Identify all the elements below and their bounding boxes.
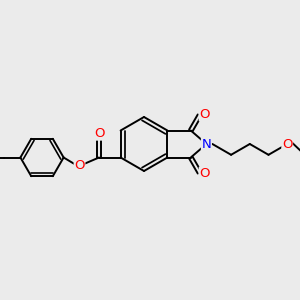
Text: O: O (74, 159, 85, 172)
Text: N: N (202, 137, 211, 151)
Text: O: O (282, 137, 292, 151)
Text: O: O (94, 127, 104, 140)
Text: O: O (199, 108, 210, 121)
Text: O: O (199, 167, 210, 180)
